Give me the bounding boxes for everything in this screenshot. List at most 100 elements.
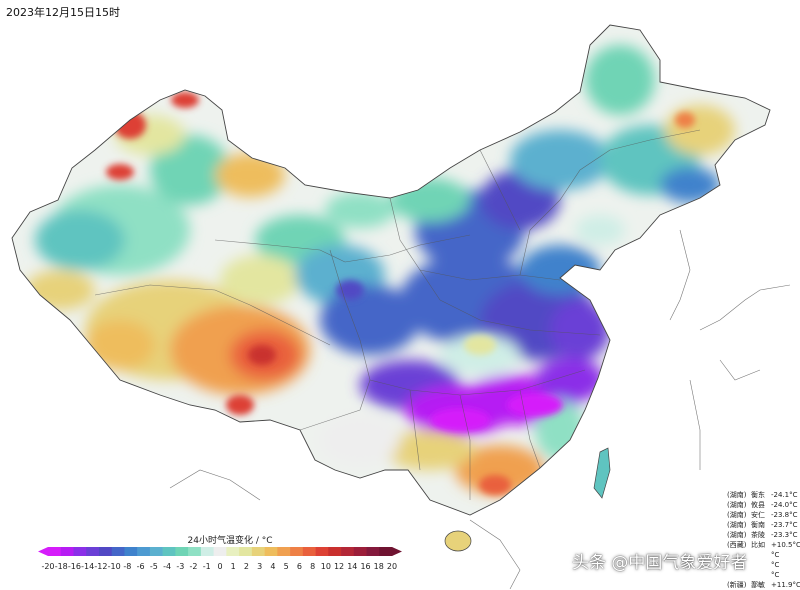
colorbar-arrow-right [392,547,402,556]
colorbar-swatch [341,547,355,556]
colorbar-swatch [302,547,316,556]
watermark: 头条 @中国气象爱好者 [572,553,748,573]
colorbar-swatch [188,547,202,556]
colorbar-swatch [124,547,138,556]
colorbar-tick-label: -14 [81,562,94,571]
colorbar-tick-label: 0 [217,562,222,571]
station-value: -23.7°C [771,521,798,529]
colorbar-swatch [86,547,100,556]
colorbar-swatch [175,547,189,556]
colorbar-tick-label: -4 [163,562,171,571]
colorbar-swatch [149,547,163,556]
station-name [751,570,771,580]
colorbar-labels: -20 -18 -16 -14 -12 -10 -8 -6 -5 -4 -3 -2 -1 0 1 2 3 4 5 6 8… [41,562,397,571]
station-value: °C [771,571,780,579]
colorbar-tick-label: 12 [334,562,344,571]
station-name: 衡南 [751,521,765,529]
colorbar-tick-label: 10 [321,562,331,571]
station-value: °C [771,551,780,559]
colorbar-tick-label: 3 [257,562,262,571]
colorbar-tick-label: -10 [108,562,121,571]
map-timestamp: 2023年12月15日15时 [6,6,120,19]
colorbar-tick-label: 16 [360,562,370,571]
colorbar-swatch [213,547,227,556]
station-name [751,550,771,560]
colorbar-legend: -20 -18 -16 -14 -12 -10 -8 -6 -5 -4 -3 -2 -1 0 1 2 3 4 5 6 8… [38,547,402,571]
station-province: (新疆) [727,581,747,589]
colorbar-tick-label: -16 [68,562,81,571]
colorbar-swatch [48,547,62,556]
colorbar-swatch [251,547,265,556]
station-name [751,560,771,570]
colorbar-tick-label: 2 [244,562,249,571]
station-name: 衡东 [751,491,765,499]
colorbar-swatch [366,547,380,556]
station-province: (湖南) [727,511,747,519]
colorbar-tick-label: 1 [231,562,236,571]
station-row: (湖南) 衡东 -24.1°C [727,490,799,500]
colorbar-arrow-left [38,547,48,556]
colorbar-tick-label: 5 [284,562,289,571]
station-value: +10.5°C [771,541,800,549]
colorbar-swatch [200,547,214,556]
station-row: (新疆) 鄯敏 +11.9°C [727,580,800,590]
colorbar-tick-label: -1 [203,562,211,571]
station-province: (湖南) [727,491,747,499]
station-value: -24.1°C [771,491,798,499]
colorbar-swatches [38,547,402,556]
station-name: 安仁 [751,511,765,519]
station-value: -23.3°C [771,531,798,539]
station-value: -23.8°C [771,511,798,519]
colorbar-swatch [277,547,291,556]
colorbar-tick-label: -18 [55,562,68,571]
station-name: 鄯敏 [751,581,765,589]
colorbar-swatch [98,547,113,556]
neighbor-coastlines [169,229,791,589]
colorbar-tick-label: 4 [270,562,275,571]
colorbar-tick-label: 14 [347,562,357,571]
colorbar-tick-label: -3 [176,562,184,571]
islands [444,447,611,552]
colorbar-swatch [264,547,278,556]
colorbar-tick-label: -6 [137,562,145,571]
province-borders [94,129,701,500]
colorbar-swatch [315,547,329,556]
colorbar-swatch [379,547,393,556]
station-name: 茶陵 [751,531,765,539]
colorbar-swatch [290,547,304,556]
colorbar-swatch [226,547,240,556]
colorbar-swatch [60,547,74,556]
colorbar-swatch [162,547,176,556]
station-province: (湖南) [727,501,747,509]
station-value: °C [771,561,780,569]
colorbar-tick-label: 6 [297,562,302,571]
colorbar-tick-label: -12 [94,562,107,571]
station-name: 比如 [751,541,765,549]
national-border [11,24,771,516]
station-value: -24.0°C [771,501,798,509]
colorbar-tick-label: -8 [123,562,131,571]
colorbar-tick-label: -5 [150,562,158,571]
legend-title: 24小时气温变化 / °C [187,536,273,546]
colorbar-tick-label: -20 [41,562,54,571]
station-province: (湖南) [727,531,747,539]
colorbar-swatch [353,547,367,556]
station-name: 攸县 [751,501,765,509]
colorbar-swatch [239,547,253,556]
station-row: (西藏) 比如 +10.5°C [727,540,800,550]
colorbar-tick-label: 18 [374,562,384,571]
temperature-field [25,45,735,495]
station-row: (湖南) 攸县 -24.0°C [727,500,799,510]
colorbar-swatch [328,547,342,556]
station-province: (湖南) [727,521,747,529]
colorbar-swatch [137,547,151,556]
colorbar-swatch [111,547,125,556]
station-row: (湖南) 茶陵 -23.3°C [727,530,799,540]
colorbar-tick-label: 8 [310,562,315,571]
station-value: +11.9°C [771,581,800,589]
extreme-stations-list: (湖南) 衡东 -24.1°C (湖南) 攸县 -24.0°C (湖南) 安仁 -23.8°… [727,490,800,590]
colorbar-tick-label: 20 [387,562,397,571]
colorbar-tick-label: -2 [190,562,198,571]
station-row: °C [727,570,799,580]
